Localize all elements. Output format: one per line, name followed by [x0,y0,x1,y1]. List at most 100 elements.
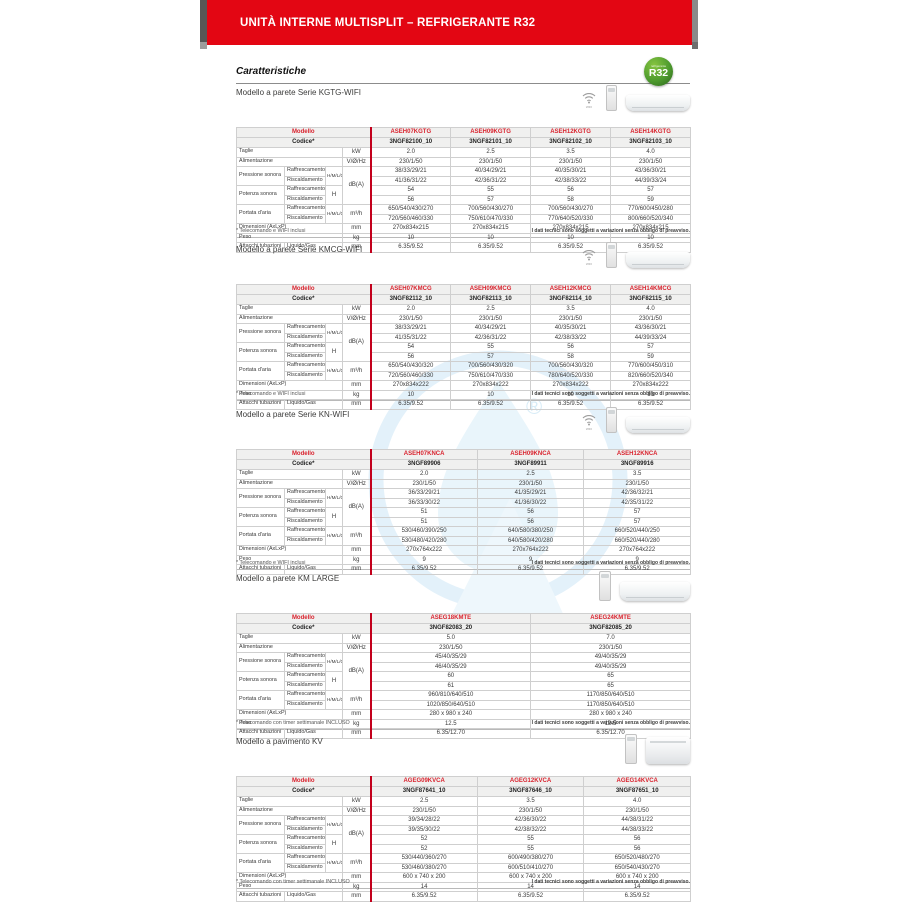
taglie-value: 3.5 [530,147,612,158]
label-attacchi: Attacchi tubazioni [236,399,285,410]
potenza_riscaldamento-value: 56 [476,516,585,527]
potenza_riscaldamento-value: 59 [610,194,692,205]
taglie-value: 4.0 [610,147,692,158]
dimensioni-value: 280 x 980 x 240 [369,709,532,720]
portata_riscaldamento-value: 660/520/440/280 [583,535,692,546]
alimentazione-value: 230/1/50 [530,156,612,167]
label-pressione-sonora: Pressione sonora [236,166,285,186]
potenza_raffrescamento-value: 54 [369,342,452,353]
label-hmlq: H/M/L/Q [325,526,343,546]
unit-dba: dB(A) [341,488,372,527]
model-code: 3NGF82101_10 [450,137,532,148]
taglie-value: 2.5 [450,147,532,158]
pressione_raffrescamento-value: 38/33/29/21 [369,323,452,334]
unit-kg: kg [341,389,372,400]
label-raffrescamento: Raffrescamento [284,204,326,215]
codice-header: Codice* [235,137,372,148]
label-pressione-sonora: Pressione sonora [236,815,285,835]
section-title: Modello a pavimento KV [236,737,323,746]
label-dimensioni: Dimensioni (AxLxP) [236,709,343,720]
attacchi-value: 6.35/9.52 [450,399,532,410]
potenza_raffrescamento-value: 55 [450,342,532,353]
label-portata-aria: Portata d'aria [236,526,285,546]
label-riscaldamento: Riscaldamento [284,680,326,691]
label-riscaldamento: Riscaldamento [284,175,326,186]
potenza_raffrescamento-value: 57 [610,185,692,196]
label-h: H [325,671,343,691]
portata_riscaldamento-value: 650/540/430/270 [583,862,692,873]
floor-unit-image [646,737,690,764]
portata_raffrescamento-value: 700/560/430/320 [450,361,532,372]
potenza_raffrescamento-value: 52 [369,834,478,845]
portata_riscaldamento-value: 530/460/380/270 [369,862,478,873]
model-code: 3NGF87646_10 [476,786,585,797]
section-icons: WIFI [581,407,690,433]
unit-m3h: m³/h [341,526,372,546]
portata_raffrescamento-value: 960/810/640/510 [369,690,532,701]
model-name: ASEG24KMTE [530,613,692,624]
wifi-icon: WIFI [581,248,597,266]
label-raffrescamento: Raffrescamento [284,166,326,177]
label-h: H [325,507,343,527]
alimentazione-value: 230/1/50 [583,478,692,489]
pressione_raffrescamento-value: 49/40/35/29 [530,652,692,663]
alimentazione-value: 230/1/50 [610,156,692,167]
unit-vhz: V/Ø/Hz [341,805,372,816]
pressione_riscaldamento-value: 36/33/30/22 [369,497,478,508]
unit-vhz: V/Ø/Hz [341,642,372,653]
label-potenza-sonora: Potenza sonora [236,507,285,527]
peso-value: 10 [369,232,452,243]
portata_riscaldamento-value: 720/560/460/330 [369,213,452,224]
model-name: ASEH14KMCG [610,284,692,295]
pressione_riscaldamento-value: 49/40/35/29 [530,661,692,672]
pressione_riscaldamento-value: 44/39/33/24 [610,175,692,186]
portata_raffrescamento-value: 600/490/380/270 [476,853,585,864]
spec-table: Modello ASEH07KNCA ASEH09KNCA ASEH12KNCA Cod… [235,449,692,575]
label-hmlq: H/M/L/Q [325,652,343,672]
wall-unit-image [620,582,690,601]
peso-value: 10 [450,232,532,243]
pressione_riscaldamento-value: 44/39/33/24 [610,332,692,343]
pressione_riscaldamento-value: 42/38/33/22 [530,175,612,186]
label-hmlq: H/M/L/Q [325,488,343,508]
model-code: 3NGF82083_20 [369,623,532,634]
unit-dba: dB(A) [341,323,372,362]
alimentazione-value: 230/1/50 [476,478,585,489]
label-liquido-gas: Liquido/Gas [284,399,343,410]
model-name: ASEH07KNCA [369,449,478,460]
potenza_riscaldamento-value: 56 [369,194,452,205]
peso-value: 10 [369,389,452,400]
spec-table-slot: Modello ASEH07KGTG ASEH09KGTG ASEH12KGTG ASE… [235,127,692,253]
label-dimensioni: Dimensioni (AxLxP) [236,545,343,556]
alimentazione-value: 230/1/50 [583,805,692,816]
label-hmlq: H/M/L/Q [325,323,343,343]
potenza_riscaldamento-value: 65 [530,680,692,691]
portata_riscaldamento-value: 770/640/520/330 [530,213,612,224]
label-alimentazione: Alimentazione [236,478,343,489]
model-code: 3NGF82102_10 [530,137,612,148]
unit-kw: kW [341,147,372,158]
potenza_riscaldamento-value: 55 [476,843,585,854]
model-code: 3NGF82100_10 [369,137,452,148]
unit-mm: mm [341,709,372,720]
portata_riscaldamento-value: 750/610/470/330 [450,370,532,381]
label-riscaldamento: Riscaldamento [284,370,326,381]
unit-vhz: V/Ø/Hz [341,313,372,324]
model-code: 3NGF82114_10 [530,294,612,305]
unit-dba: dB(A) [341,652,372,691]
potenza_riscaldamento-value: 56 [369,351,452,362]
peso-value: 14 [369,881,478,892]
dimensioni-value: 280 x 980 x 240 [530,709,692,720]
label-taglie: Taglie [236,469,343,480]
label-portata-aria: Portata d'aria [236,204,285,224]
portata_riscaldamento-value: 530/480/420/280 [369,535,478,546]
label-alimentazione: Alimentazione [236,313,343,324]
portata_riscaldamento-value: 640/580/420/280 [476,535,585,546]
unit-kw: kW [341,633,372,644]
label-riscaldamento: Riscaldamento [284,194,326,205]
label-riscaldamento: Riscaldamento [284,351,326,362]
label-riscaldamento: Riscaldamento [284,824,326,835]
pressione_raffrescamento-value: 40/35/30/21 [530,323,612,334]
wall-unit-image [626,417,690,433]
portata_raffrescamento-value: 650/540/430/270 [369,204,452,215]
